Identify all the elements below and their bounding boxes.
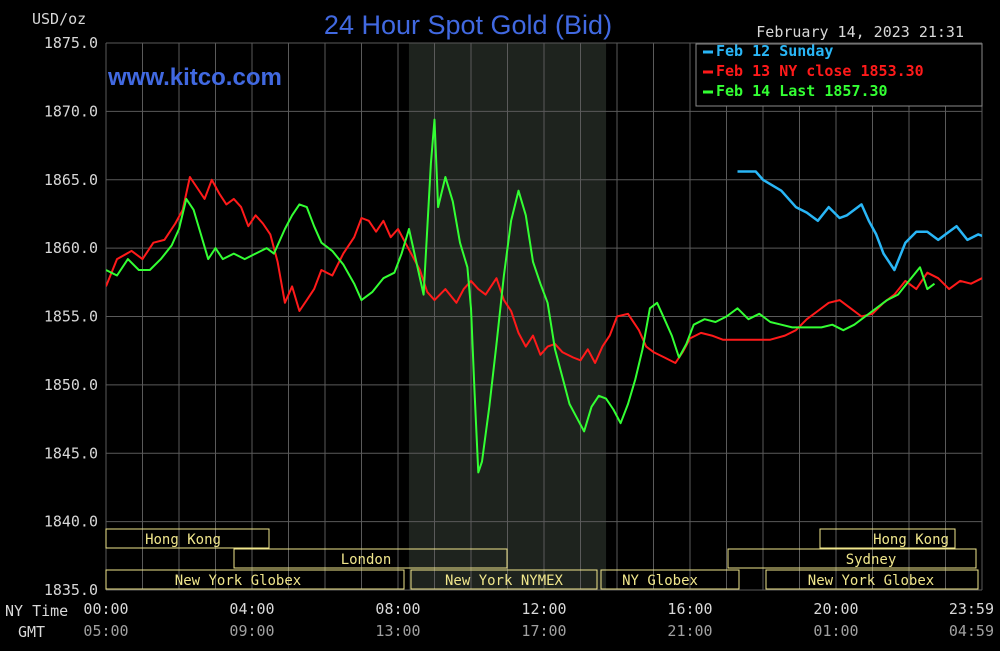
market-ny-globex-label: NY Globex <box>622 573 698 589</box>
market-hours-boxes: Hong Kong Hong Kong London Sydney New York G… <box>105 528 979 590</box>
watermark: www.kitco.com <box>107 64 282 91</box>
market-new-york-globex-2-label: New York Globex <box>808 573 934 589</box>
y-tick-label: 1840.0 <box>44 513 98 531</box>
grid-lines <box>105 42 983 591</box>
series-clip-group <box>106 118 982 474</box>
x-tick-gmt: 09:00 <box>229 622 274 640</box>
y-axis-unit: USD/oz <box>32 10 86 28</box>
market-new-york-globex-label: New York Globex <box>175 573 301 589</box>
x-tick-ny: 04:00 <box>229 600 274 618</box>
x-tick-ny: 00:00 <box>83 600 128 618</box>
x-axis-ticks: 00:00 05:00 04:00 09:00 08:00 13:00 12:00 17:00… <box>83 600 994 640</box>
x-tick-ny: 23:59 <box>949 600 994 618</box>
chart-title: 24 Hour Spot Gold (Bid) <box>324 10 612 40</box>
legend-label-3: Feb 14 Last 1857.30 <box>716 82 888 100</box>
x-tick-gmt: 17:00 <box>521 622 566 640</box>
market-ny-globex-box <box>600 569 740 590</box>
y-tick-label: 1850.0 <box>44 376 98 394</box>
market-hong-kong-2-box <box>819 528 956 549</box>
market-hong-kong-box <box>105 528 270 549</box>
x-tick-gmt: 05:00 <box>83 622 128 640</box>
market-sydney-label: Sydney <box>846 552 897 568</box>
legend: Feb 12 Sunday Feb 13 NY close 1853.30 Feb … <box>695 42 983 107</box>
market-new-york-nymex-box <box>410 569 598 590</box>
legend-label-1: Feb 12 Sunday <box>716 42 833 60</box>
series-line-3 <box>106 118 936 474</box>
x-tick-gmt: 01:00 <box>813 622 858 640</box>
y-axis-ticks: 1875.0 1870.0 1865.0 1860.0 1855.0 1850.0 1845… <box>44 34 98 599</box>
y-tick-label: 1855.0 <box>44 308 98 326</box>
market-new-york-nymex-label: New York NYMEX <box>445 573 564 589</box>
market-new-york-globex-2-box <box>765 569 979 590</box>
market-london-box <box>233 548 508 569</box>
series-lines <box>106 118 982 474</box>
x-tick-ny: 20:00 <box>813 600 858 618</box>
legend-label-2: Feb 13 NY close 1853.30 <box>716 62 924 80</box>
y-tick-label: 1845.0 <box>44 444 98 462</box>
x-tick-gmt: 21:00 <box>667 622 712 640</box>
market-sydney-box <box>727 548 977 569</box>
y-tick-label: 1865.0 <box>44 171 98 189</box>
market-london-label: London <box>341 552 392 568</box>
timestamp: February 14, 2023 21:31 <box>756 23 964 41</box>
x-tick-ny: 12:00 <box>521 600 566 618</box>
legend-frame <box>695 43 983 107</box>
gmt-label: GMT <box>18 623 45 641</box>
x-tick-ny: 08:00 <box>375 600 420 618</box>
y-tick-label: 1870.0 <box>44 102 98 120</box>
y-tick-label: 1860.0 <box>44 239 98 257</box>
market-new-york-globex-box <box>105 569 405 590</box>
ny-time-label: NY Time <box>5 602 68 620</box>
market-hong-kong-label: Hong Kong <box>145 532 221 548</box>
y-tick-label: 1835.0 <box>44 581 98 599</box>
y-tick-label: 1875.0 <box>44 34 98 52</box>
x-tick-ny: 16:00 <box>667 600 712 618</box>
series-line-2 <box>106 176 982 364</box>
x-tick-gmt: 04:59 <box>949 622 994 640</box>
series-line-1 <box>737 170 982 272</box>
market-hong-kong-2-label: Hong Kong <box>873 532 949 548</box>
x-tick-gmt: 13:00 <box>375 622 420 640</box>
